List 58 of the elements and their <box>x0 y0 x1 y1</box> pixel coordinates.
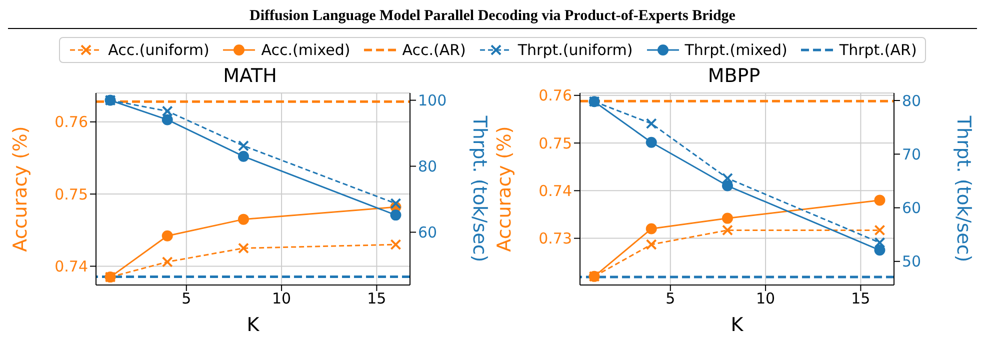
x-tick-label: 10 <box>272 290 292 308</box>
y-tick-label: 0.76 <box>54 113 88 132</box>
point <box>390 198 402 210</box>
point <box>238 140 249 152</box>
chart-title: MATH <box>222 65 278 89</box>
y-axis-title: Accuracy (%) <box>10 126 32 252</box>
y2-axis-title: Thrpt. (tok/sec) <box>952 114 974 262</box>
y2-tick-label: 100 <box>418 92 447 110</box>
point <box>722 180 733 192</box>
y-tick-label: 0.76 <box>538 86 572 105</box>
point <box>722 212 733 224</box>
x-tick-label: 5 <box>666 290 676 308</box>
text: Diffusion Language Model Parallel Decoding via Product-of-Experts Bridge <box>8 8 977 29</box>
legend-label: Acc.(mixed) <box>261 41 350 59</box>
y-tick-label: 0.73 <box>538 230 572 248</box>
y2-tick-label: 60 <box>902 199 922 218</box>
point <box>874 224 886 236</box>
point <box>238 214 249 225</box>
y2-tick-label: 50 <box>902 252 922 271</box>
point <box>646 118 657 130</box>
point <box>390 239 402 250</box>
y-tick-label: 0.74 <box>538 182 572 200</box>
point <box>162 114 173 126</box>
point <box>722 224 733 236</box>
y-axis-title: Accuracy (%) <box>494 126 516 252</box>
point <box>238 242 249 254</box>
y2-tick-label: 80 <box>902 92 922 110</box>
point <box>162 106 173 117</box>
x-tick-label: 15 <box>367 290 386 308</box>
y-tick-label: 0.75 <box>54 185 88 204</box>
point <box>874 244 886 256</box>
x-tick-label: 10 <box>756 290 776 308</box>
point <box>646 223 657 234</box>
y2-tick-label: 60 <box>418 224 438 242</box>
x-tick-label: 5 <box>182 290 192 308</box>
point <box>238 150 249 162</box>
point <box>874 237 886 248</box>
point <box>646 239 657 250</box>
y-tick-label: 0.74 <box>54 258 88 276</box>
point <box>162 230 173 242</box>
point <box>722 172 733 184</box>
point <box>162 256 173 268</box>
y-tick-label: 0.75 <box>538 134 572 152</box>
y2-tick-label: 70 <box>902 145 922 164</box>
y2-axis-title: Thrpt. (tok/sec) <box>468 114 490 262</box>
legend-label: Acc.(AR) <box>402 41 466 59</box>
x-axis-title: K <box>730 314 744 336</box>
point <box>390 210 402 221</box>
legend-label: Thrpt.(AR) <box>839 41 917 59</box>
point <box>646 136 657 148</box>
x-axis-title: K <box>246 314 260 336</box>
legend-label: Thrpt.(mixed) <box>684 41 788 59</box>
y2-tick-label: 80 <box>418 158 438 176</box>
legend-label: Thrpt.(uniform) <box>518 41 633 59</box>
point <box>874 194 886 206</box>
legend-label: Acc.(uniform) <box>108 41 210 59</box>
chart-title: MBPP <box>708 65 760 87</box>
x-tick-label: 15 <box>851 290 870 308</box>
